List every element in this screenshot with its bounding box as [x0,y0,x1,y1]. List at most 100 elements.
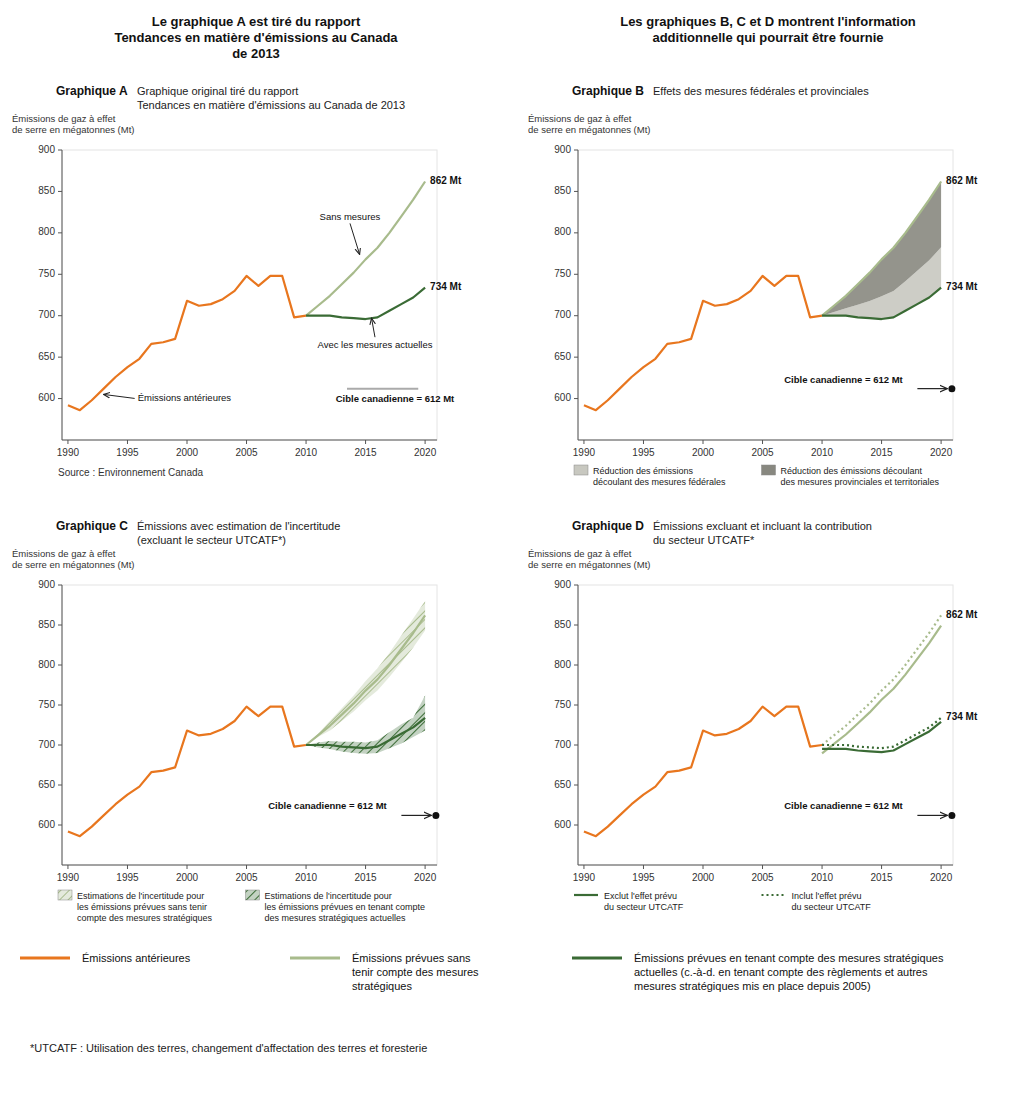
x-axis-line [578,440,953,441]
x-tick-label: 1995 [632,447,655,458]
text-line: additionnelle qui pourrait être fournie [652,30,883,45]
y-tick-label: 650 [554,779,571,790]
panel: Graphique BEffets des mesures fédérales … [528,84,978,487]
text-line: Estimations de l'incertitude pour [265,891,392,901]
figure: Le graphique A est tiré du rapportTendan… [0,0,1024,1114]
text-line: Émissions de gaz à effet [12,113,116,124]
x-tick-label: 2010 [811,872,834,883]
x-tick [67,865,68,869]
data-label: 734 Mt [946,281,978,292]
x-tick [306,440,307,444]
y-tick [574,357,578,358]
x-tick-label: 2005 [235,447,258,458]
text-line: de serre en mégatonnes (Mt) [528,124,651,135]
legend-entry: Émissions prévues en tenant compte des m… [572,952,944,992]
x-tick-label: 2000 [692,872,715,883]
legend-entry: Estimations de l'incertitude pourles émi… [58,890,213,923]
y-axis-label: Émissions de gaz à effetde serre en méga… [12,113,135,135]
x-tick [762,865,763,869]
text-line: découlant des mesures fédérales [593,477,726,487]
x-tick-label: 2015 [870,872,893,883]
line [306,181,425,315]
legend-entry: Émissions prévues sanstenir compte des m… [290,952,479,992]
legend-entry: Estimations de l'incertitude pourles émi… [246,890,426,923]
text-line: Émissions prévues en tenant compte des m… [634,952,944,964]
legend-label: Réduction des émissionsdécoulant des mes… [593,466,726,487]
legend-swatch [58,890,72,900]
legend-label: Émissions prévues en tenant compte des m… [634,952,944,992]
y-tick [58,274,62,275]
target-marker [948,385,955,392]
y-tick-label: 900 [38,579,55,590]
target-label: Cible canadienne = 612 Mt [784,800,903,811]
x-tick [425,440,426,444]
x-tick [127,865,128,869]
x-tick [306,865,307,869]
y-tick [574,585,578,586]
legend-swatch [290,957,340,960]
y-tick-label: 750 [554,268,571,279]
y-tick [58,398,62,399]
panel-title: Graphique A [56,84,128,98]
y-tick-label: 800 [554,659,571,670]
y-tick-label: 700 [554,309,571,320]
y-tick [574,785,578,786]
x-tick-label: 2010 [295,447,318,458]
panel-subtitle: Graphique original tiré du rapportTendan… [137,85,405,111]
y-tick [574,274,578,275]
y-tick [574,705,578,706]
panel-subtitle: Émissions avec estimation de l'incertitu… [137,520,340,546]
y-tick [58,825,62,826]
x-tick [822,865,823,869]
y-axis-line [578,585,579,865]
line [306,718,425,748]
x-tick [246,865,247,869]
y-axis-label: Émissions de gaz à effetde serre en méga… [528,113,651,135]
text-line: mesures stratégiques mis en place depuis… [634,980,871,992]
x-tick [643,865,644,869]
target-marker [948,812,955,819]
y-tick-label: 600 [38,392,55,403]
y-axis-line [62,585,63,865]
panel-title: Graphique C [56,519,128,533]
text-line: Exclut l'effet prévu [604,891,677,901]
x-axis-line [578,865,953,866]
y-tick [58,150,62,151]
y-tick-label: 900 [554,579,571,590]
text-line: Les graphiques B, C et D montrent l'info… [620,14,916,29]
y-tick [574,665,578,666]
target-arrow [401,815,431,816]
x-tick-label: 2000 [176,447,199,458]
legend-label: Émissions antérieures [82,952,191,964]
legend-label: Réduction des émissions découlantdes mes… [781,466,940,487]
y-tick-label: 850 [38,619,55,630]
y-tick-label: 800 [554,226,571,237]
plot-data [68,601,425,836]
x-tick [365,440,366,444]
legend-label: Émissions prévues sanstenir compte des m… [352,952,479,992]
y-tick-label: 700 [554,739,571,750]
text-line: du secteur UTCATF [604,902,684,912]
x-tick-label: 2005 [235,872,258,883]
x-tick-label: 1995 [116,872,139,883]
text-line: stratégiques [352,980,412,992]
panel-title: Graphique B [572,84,644,98]
target-arrow [917,815,947,816]
x-tick [583,865,584,869]
text-line: les émissions prévues sans tenir [77,902,207,912]
y-tick [58,232,62,233]
target-line [347,388,418,390]
plot-data [584,181,941,410]
line [68,707,306,837]
y-tick [58,315,62,316]
legend-swatch [762,894,786,896]
x-tick [365,865,366,869]
x-tick [67,440,68,444]
x-tick [881,440,882,444]
text-line: des mesures provinciales et territoriale… [781,477,940,487]
plot-data [584,615,941,836]
y-tick [574,232,578,233]
y-tick-label: 850 [554,619,571,630]
legend-swatch [574,465,588,475]
data-label: 734 Mt [430,281,462,292]
